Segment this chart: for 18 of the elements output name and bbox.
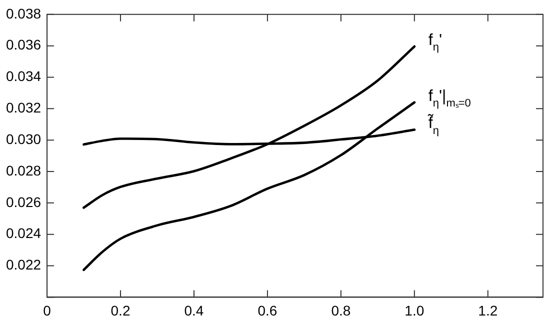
y-tick-label: 0.022 xyxy=(6,256,42,273)
x-tick-label: 0 xyxy=(43,302,52,318)
line-series xyxy=(82,45,416,209)
x-tick-label: 0.6 xyxy=(258,302,278,318)
x-tick-label: 0.2 xyxy=(110,302,130,318)
y-tick-label: 0.024 xyxy=(6,225,42,242)
y-tick-label: 0.028 xyxy=(6,162,42,178)
y-tick-label: 0.032 xyxy=(6,100,42,116)
x-tick-label: 1.2 xyxy=(478,302,498,318)
y-tick-label: 0.026 xyxy=(6,194,42,210)
y-tick-label: 0.034 xyxy=(6,68,42,84)
x-tick-label: 0.8 xyxy=(331,302,351,318)
x-tick-label: 0.4 xyxy=(184,302,204,318)
x-tick-label: 1.0 xyxy=(404,302,424,318)
y-tick-label: 0.036 xyxy=(6,36,42,53)
y-tick-label: 0.030 xyxy=(6,130,42,147)
line-series xyxy=(82,101,416,272)
y-tick-label: 0.038 xyxy=(6,5,42,22)
